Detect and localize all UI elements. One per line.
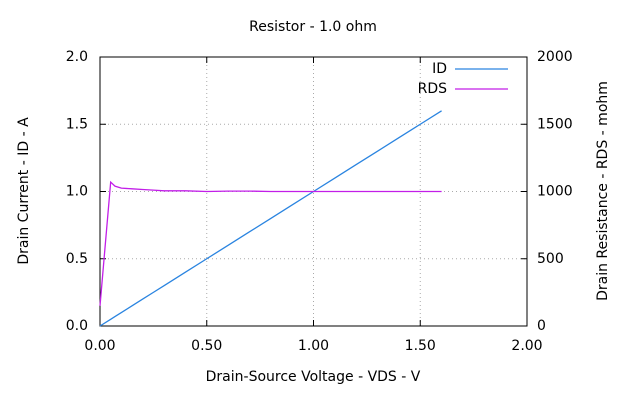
y2-tick-label: 1500	[537, 116, 573, 132]
y2-tick-label: 0	[537, 318, 546, 334]
series-line	[99, 110, 442, 327]
y-tick-label: 1.0	[66, 184, 88, 200]
y-tick-label: 1.5	[66, 116, 88, 132]
x-tick-label: 0.00	[84, 338, 115, 354]
x-tick-label: 0.50	[191, 338, 222, 354]
y-axis-label: Drain Current - ID - A	[16, 117, 32, 265]
x-tick-label: 1.00	[298, 338, 329, 354]
legend-label: ID	[432, 61, 447, 77]
y-tick-label: 0.5	[66, 251, 88, 267]
chart-title: Resistor - 1.0 ohm	[249, 19, 377, 35]
x-axis-label: Drain-Source Voltage - VDS - V	[206, 369, 421, 385]
y2-axis-label: Drain Resistance - RDS - mohm	[595, 81, 611, 301]
y-tick-label: 0.0	[66, 318, 88, 334]
plot-border	[99, 56, 528, 327]
y-tick-label: 2.0	[66, 49, 88, 65]
legend-label: RDS	[418, 81, 448, 97]
y2-tick-label: 500	[537, 251, 564, 267]
x-tick-label: 2.00	[511, 338, 542, 354]
y2-tick-label: 2000	[537, 49, 573, 65]
y2-tick-label: 1000	[537, 184, 573, 200]
x-tick-label: 1.50	[405, 338, 436, 354]
series-line	[99, 180, 442, 306]
